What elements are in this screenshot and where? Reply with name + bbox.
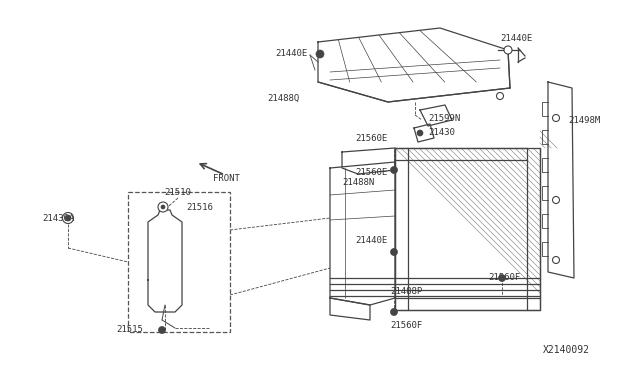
Circle shape	[390, 308, 397, 315]
Text: 21498M: 21498M	[568, 115, 600, 125]
Circle shape	[390, 248, 397, 256]
Circle shape	[159, 327, 166, 334]
Text: 21560E: 21560E	[356, 167, 388, 176]
Text: 21440E: 21440E	[276, 48, 308, 58]
Text: 21488P: 21488P	[390, 288, 422, 296]
Circle shape	[552, 115, 559, 122]
Circle shape	[497, 93, 504, 99]
Text: 21560E: 21560E	[356, 134, 388, 142]
Circle shape	[552, 196, 559, 203]
Circle shape	[390, 167, 397, 173]
Text: 21430A: 21430A	[42, 214, 74, 222]
Text: 21440E: 21440E	[356, 235, 388, 244]
Text: 21488Q: 21488Q	[268, 93, 300, 103]
Circle shape	[158, 202, 168, 212]
Circle shape	[499, 275, 506, 282]
Circle shape	[552, 257, 559, 263]
Bar	[128, 192, 230, 332]
Text: FRONT: FRONT	[213, 173, 240, 183]
Text: X2140092: X2140092	[543, 345, 590, 355]
Circle shape	[417, 130, 423, 136]
Text: 21516: 21516	[186, 202, 213, 212]
Circle shape	[316, 50, 324, 58]
Text: 21599N: 21599N	[428, 113, 460, 122]
Circle shape	[161, 205, 165, 209]
Text: 21560F: 21560F	[390, 321, 422, 330]
Text: 21515: 21515	[116, 326, 143, 334]
Circle shape	[65, 215, 71, 221]
Text: 21488N: 21488N	[342, 177, 374, 186]
Text: 21510: 21510	[164, 187, 191, 196]
Circle shape	[504, 46, 512, 54]
Text: 21560F: 21560F	[488, 273, 520, 282]
Text: 21440E: 21440E	[500, 33, 532, 42]
Text: 21430: 21430	[428, 128, 455, 137]
